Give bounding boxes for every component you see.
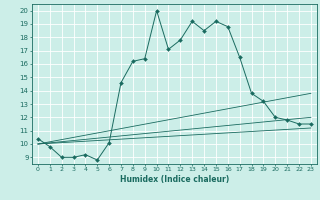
- X-axis label: Humidex (Indice chaleur): Humidex (Indice chaleur): [120, 175, 229, 184]
